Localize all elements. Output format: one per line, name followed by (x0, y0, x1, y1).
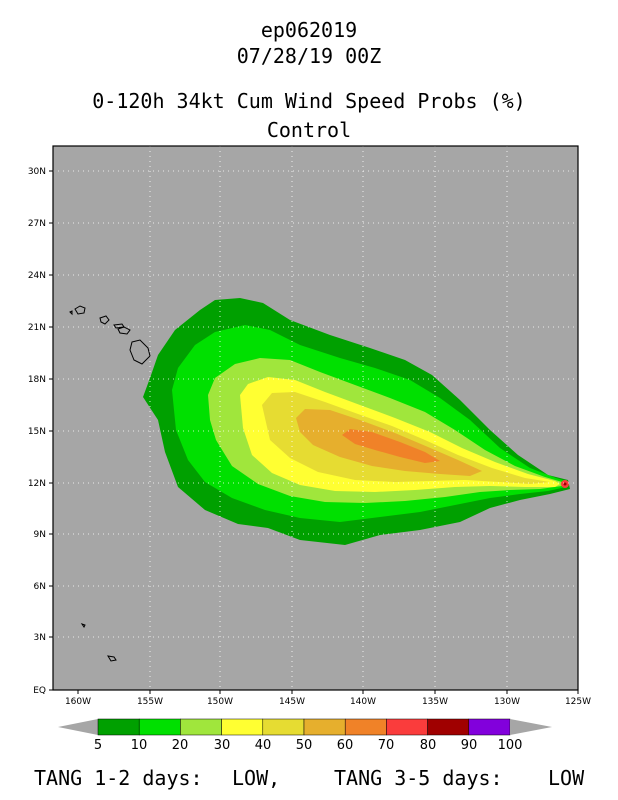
lat-tick-label: 18N (28, 375, 46, 385)
lon-tick-label: 150W (207, 697, 233, 707)
colorbar-label: 5 (94, 738, 102, 753)
graticule (53, 146, 578, 690)
storm-id: ep062019 (260, 18, 358, 42)
island-hawaii (129, 339, 151, 365)
colorbar-left-arrow (58, 719, 98, 735)
island-kauai (74, 305, 86, 315)
lon-tick-label: 125W (565, 697, 591, 707)
lat-tick-label: 9N (34, 530, 46, 540)
colorbar-swatch (386, 718, 428, 736)
colorbar-swatch (427, 718, 470, 736)
colorbar-label: 70 (378, 738, 395, 753)
island-maui (117, 326, 131, 335)
lat-tick-label: 30N (28, 167, 46, 177)
colorbar-label: 80 (420, 738, 437, 753)
plot-frame (52, 145, 579, 691)
island-kiritimati (107, 655, 117, 662)
tang-3-5-value: LOW (548, 766, 585, 790)
lat-tick-label: 27N (28, 219, 46, 229)
lon-tick-label: 160W (65, 697, 91, 707)
lon-tick-label: 130W (494, 697, 520, 707)
colorbar-label: 10 (131, 738, 148, 753)
colorbar-label: 30 (214, 738, 231, 753)
run-name: Control (266, 118, 352, 142)
lat-tick-label: 21N (28, 323, 46, 333)
colorbar-label: 40 (255, 738, 272, 753)
colorbar-swatch (344, 718, 387, 736)
lon-axis: 160W 155W 150W 145W 140W 135W 130W 125W (65, 690, 591, 707)
tang-1-2-label: TANG 1-2 days: (34, 766, 203, 790)
hawaiian-islands (69, 305, 151, 662)
lat-tick-label: 15N (28, 427, 46, 437)
forecast-datetime: 07/28/19 00Z (236, 44, 382, 68)
lon-tick-label: 140W (350, 697, 376, 707)
colorbar-swatch (180, 718, 222, 736)
colorbar-swatch (262, 718, 305, 736)
colorbar-label: 20 (172, 738, 189, 753)
tang-3-5-label: TANG 3-5 days: (334, 766, 503, 790)
lat-tick-label: 12N (28, 479, 46, 489)
lon-tick-label: 145W (279, 697, 305, 707)
colorbar: 5 10 20 30 40 50 60 70 80 90 100 (58, 718, 552, 753)
lat-tick-label: 6N (34, 582, 46, 592)
colorbar-label: 50 (296, 738, 313, 753)
colorbar-swatch (138, 718, 181, 736)
lat-axis: EQ 3N 6N 9N 12N 15N 18N 21N 24N 27N 30N (28, 167, 53, 696)
colorbar-right-arrow (510, 719, 552, 735)
product-title: 0-120h 34kt Cum Wind Speed Probs (%) (92, 89, 526, 113)
probability-map: EQ 3N 6N 9N 12N 15N 18N 21N 24N 27N 30N … (28, 145, 591, 753)
colorbar-label: 60 (337, 738, 354, 753)
colorbar-swatch (303, 718, 346, 736)
lon-tick-label: 155W (137, 697, 163, 707)
island-oahu (99, 315, 110, 325)
island-palmyra (80, 623, 86, 628)
lat-tick-label: 24N (28, 271, 46, 281)
lat-tick-label: EQ (33, 686, 46, 696)
colorbar-label: 100 (498, 738, 523, 753)
colorbar-swatch (468, 718, 511, 736)
colorbar-swatch (221, 718, 264, 736)
contour-60 (342, 429, 440, 463)
tang-1-2-value: LOW, (232, 766, 281, 790)
island-niihau (69, 310, 73, 316)
lon-tick-label: 135W (422, 697, 448, 707)
colorbar-label: 90 (461, 738, 478, 753)
colorbar-swatch (97, 718, 140, 736)
lat-tick-label: 3N (34, 633, 46, 643)
